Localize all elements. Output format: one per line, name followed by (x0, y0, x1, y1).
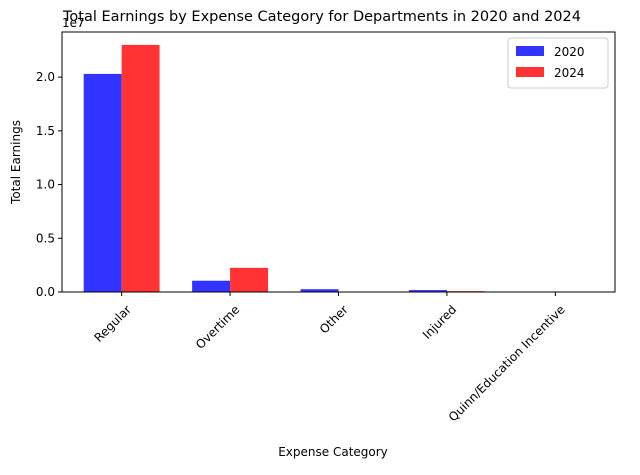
bar-2024-overtime (230, 267, 269, 292)
legend-label-2024: 2024 (554, 66, 585, 80)
y-tick-label: 1.5 (36, 124, 55, 138)
y-tick-label: 0.5 (36, 231, 55, 245)
y-axis-offset-label: 1e7 (62, 16, 85, 30)
x-tick-label: Overtime (193, 302, 242, 351)
bar-2024-regular (121, 44, 160, 292)
legend: 2020 2024 (507, 37, 609, 89)
legend-swatch-2020 (516, 46, 544, 56)
bar-2020-overtime (192, 280, 231, 292)
x-axis-label: Expense Category (278, 445, 388, 459)
bar-2020-regular (83, 73, 122, 293)
bar-2020-other (300, 289, 339, 292)
bars-layer (83, 44, 485, 293)
chart-title: Total Earnings by Expense Category for D… (62, 9, 581, 25)
x-tick-label: Regular (92, 302, 134, 344)
y-axis-label: Total Earnings (9, 120, 23, 205)
y-tick-label: 2.0 (36, 70, 55, 84)
x-tick-label: Quinn/Education Incentive (446, 302, 568, 424)
x-tick-label: Injured (420, 302, 459, 341)
bar-2020-injured (408, 290, 447, 292)
y-tick-label: 0.0 (36, 285, 55, 299)
legend-swatch-2024 (516, 67, 544, 77)
y-tick-label: 1.0 (36, 178, 55, 192)
legend-label-2020: 2020 (554, 45, 585, 59)
x-tick-label: Other (317, 302, 351, 336)
